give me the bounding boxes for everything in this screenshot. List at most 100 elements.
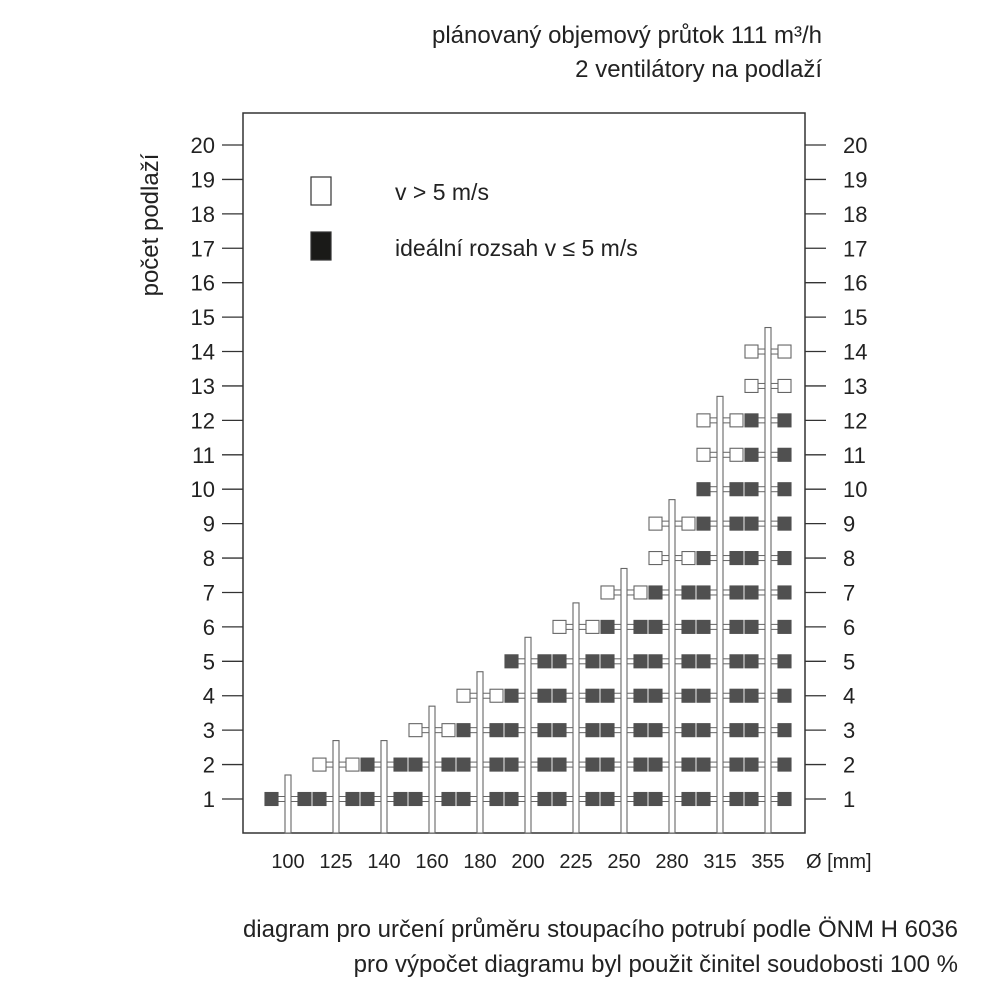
- fan-ideal: [441, 791, 456, 807]
- fan-ideal: [744, 619, 759, 634]
- y-tick-label-right: 19: [843, 167, 867, 192]
- fan-ideal: [744, 723, 759, 738]
- fan-ideal: [633, 723, 648, 738]
- fan-ideal: [696, 757, 711, 772]
- fan-ideal: [456, 723, 471, 738]
- fan-ideal: [648, 585, 663, 600]
- fan-ideal: [312, 791, 327, 807]
- fan-ideal: [696, 654, 711, 669]
- fan-ideal: [777, 654, 792, 669]
- column-100: 100: [264, 774, 312, 873]
- riser-pipe: [716, 395, 724, 834]
- fan-ideal: [552, 791, 567, 807]
- y-tick-label-left: 14: [191, 340, 215, 365]
- x-tick-label: 125: [319, 851, 352, 873]
- fan-ideal: [777, 516, 792, 531]
- fan-ideal: [681, 619, 696, 634]
- fan-high-velocity: [681, 516, 696, 531]
- fan-ideal: [537, 723, 552, 738]
- fan-ideal: [552, 688, 567, 703]
- fan-ideal: [633, 654, 648, 669]
- fan-ideal: [681, 791, 696, 807]
- fan-ideal: [537, 757, 552, 772]
- fan-ideal: [585, 723, 600, 738]
- column-180: 180: [456, 671, 504, 873]
- fan-ideal: [777, 723, 792, 738]
- fan-ideal: [504, 688, 519, 703]
- y-tick-label-right: 12: [843, 408, 867, 433]
- legend-swatch-high-velocity: [310, 176, 332, 206]
- y-tick-label-right: 1: [843, 787, 855, 812]
- x-tick-label: 250: [607, 851, 640, 873]
- legend-label-ideal: ideální rozsah v ≤ 5 m/s: [395, 235, 638, 261]
- fan-ideal: [777, 757, 792, 772]
- fan-ideal: [777, 585, 792, 600]
- fan-ideal: [600, 757, 615, 772]
- fan-ideal: [744, 413, 759, 428]
- fan-ideal: [585, 791, 600, 807]
- fan-ideal: [264, 791, 279, 807]
- fan-ideal: [504, 757, 519, 772]
- legend-swatch-ideal: [310, 231, 332, 261]
- y-tick-label-left: 9: [203, 512, 215, 537]
- y-tick-label-left: 6: [203, 615, 215, 640]
- fan-ideal: [585, 757, 600, 772]
- fan-ideal: [633, 791, 648, 807]
- fan-ideal: [696, 585, 711, 600]
- y-tick-label-right: 8: [843, 546, 855, 571]
- fan-ideal: [696, 619, 711, 634]
- riser-pipe: [764, 326, 772, 834]
- y-tick-label-right: 4: [843, 684, 855, 709]
- riser-pipe: [380, 740, 388, 834]
- fan-ideal: [729, 516, 744, 531]
- legend-label-high-velocity: v > 5 m/s: [395, 179, 489, 205]
- fan-high-velocity: [696, 413, 711, 428]
- y-tick-label-right: 9: [843, 512, 855, 537]
- fan-high-velocity: [777, 344, 792, 359]
- y-tick-label-right: 10: [843, 477, 867, 502]
- riser-pipe: [476, 671, 484, 834]
- riser-pipe: [620, 567, 628, 834]
- riser-pipe: [668, 499, 676, 834]
- fan-ideal: [744, 482, 759, 497]
- fan-ideal: [504, 654, 519, 669]
- fan-ideal: [696, 723, 711, 738]
- fan-ideal: [648, 619, 663, 634]
- header-line-2: 2 ventilátory na podlaží: [575, 56, 822, 83]
- fan-ideal: [729, 551, 744, 566]
- riser-pipe: [284, 774, 292, 834]
- y-tick-label-right: 15: [843, 305, 867, 330]
- fan-high-velocity: [489, 688, 504, 703]
- fan-ideal: [777, 551, 792, 566]
- fan-ideal: [552, 723, 567, 738]
- y-tick-label-left: 11: [192, 443, 215, 468]
- footer-line-1: diagram pro určení průměru stoupacího po…: [242, 916, 958, 943]
- fan-ideal: [585, 688, 600, 703]
- y-tick-label-left: 8: [203, 546, 215, 571]
- y-tick-label-left: 3: [203, 718, 215, 743]
- fan-ideal: [744, 654, 759, 669]
- riser-pipe: [428, 705, 436, 834]
- fan-high-velocity: [552, 619, 567, 634]
- column-200: 200: [504, 636, 552, 873]
- fan-ideal: [681, 757, 696, 772]
- y-tick-label-left: 1: [203, 787, 215, 812]
- x-tick-label: 100: [271, 851, 304, 873]
- fan-ideal: [681, 723, 696, 738]
- fan-ideal: [648, 654, 663, 669]
- x-tick-label: 140: [367, 851, 400, 873]
- riser-pipe: [332, 740, 340, 834]
- fan-high-velocity: [696, 447, 711, 462]
- fan-high-velocity: [729, 413, 744, 428]
- fan-ideal: [744, 551, 759, 566]
- fan-ideal: [744, 447, 759, 462]
- fan-ideal: [729, 723, 744, 738]
- column-250: 250: [600, 567, 648, 873]
- x-tick-label: 280: [655, 851, 688, 873]
- fan-high-velocity: [441, 723, 456, 738]
- fan-high-velocity: [312, 757, 327, 772]
- fan-ideal: [729, 482, 744, 497]
- fan-ideal: [489, 757, 504, 772]
- fan-ideal: [696, 482, 711, 497]
- y-tick-label-right: 13: [843, 374, 867, 399]
